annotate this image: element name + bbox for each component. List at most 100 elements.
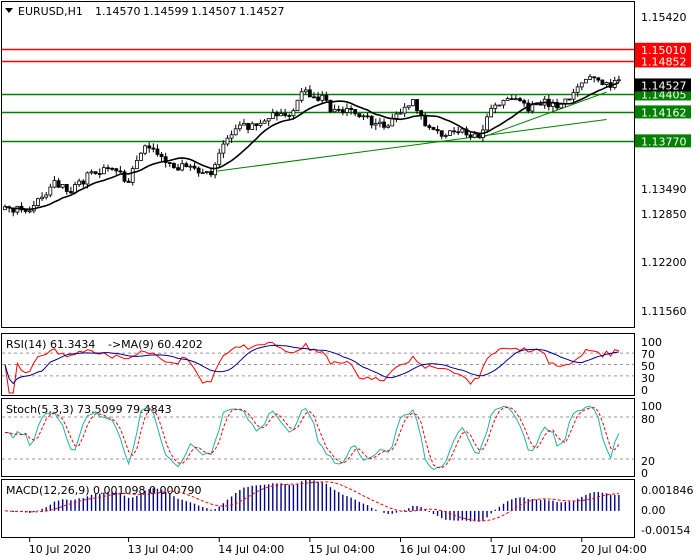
candle-body	[188, 165, 193, 168]
candle	[266, 118, 271, 127]
candle	[452, 126, 456, 135]
candle-body	[567, 98, 572, 101]
level-price-tag: 1.14162	[635, 105, 691, 119]
candle-body	[316, 96, 321, 101]
candle-body	[60, 184, 65, 188]
candle	[254, 123, 259, 131]
candle-body	[485, 116, 489, 131]
candle	[365, 112, 370, 119]
candle	[460, 128, 465, 134]
candle-body	[270, 112, 275, 120]
candle	[497, 104, 502, 107]
candle	[225, 135, 230, 147]
candle-body	[307, 89, 312, 98]
candle-body	[204, 171, 209, 174]
candle-body	[373, 123, 378, 126]
candle-body	[386, 125, 391, 128]
trendline	[210, 118, 607, 173]
candle	[143, 144, 147, 156]
stoch-layer	[2, 405, 634, 471]
candle-body	[464, 128, 469, 136]
candle	[616, 75, 621, 83]
candle	[167, 162, 172, 167]
candle	[588, 74, 592, 80]
y-tick: 1.13490	[641, 183, 687, 196]
candle	[130, 166, 135, 186]
stoch-title: Stoch(5,3,3) 73.5099 79.4843	[6, 403, 172, 416]
y-tick: 1.11560	[641, 305, 687, 318]
candle-body	[431, 127, 436, 130]
candle-body	[600, 79, 605, 85]
candle-body	[324, 94, 329, 101]
candle	[324, 91, 329, 103]
price-title: EURUSD,H1 1.14570 1.14599 1.14507 1.1452…	[5, 5, 285, 18]
candle	[303, 86, 308, 95]
candle-body	[155, 148, 160, 155]
candle	[489, 104, 494, 118]
candle	[493, 102, 498, 114]
candle-body	[209, 171, 213, 176]
rsi-tick: 0	[641, 384, 648, 397]
candle	[200, 168, 205, 175]
candle-body	[250, 123, 255, 130]
candle-body	[196, 167, 201, 174]
candle-body	[134, 160, 139, 170]
stoch-tick: 0	[641, 467, 648, 480]
candle-body	[390, 117, 395, 127]
candle	[443, 133, 448, 139]
rsi-axis: 100 70 50 30 0	[641, 336, 662, 397]
candle-body	[439, 130, 444, 137]
candle	[468, 131, 473, 141]
macd-layer	[4, 479, 620, 522]
moving-average-layer	[4, 81, 620, 211]
x-tick-label: 16 Jul 04:00	[400, 543, 466, 556]
candle	[69, 186, 73, 195]
candle	[237, 121, 242, 132]
candle	[204, 170, 209, 175]
candle-body	[85, 172, 90, 185]
candle-body	[139, 152, 143, 161]
candle-body	[505, 98, 510, 101]
candle-body	[192, 165, 197, 169]
candle	[571, 88, 576, 102]
candle	[139, 152, 143, 161]
stoch-panel-frame	[1, 398, 635, 477]
candle-body	[575, 86, 580, 93]
candle	[448, 130, 452, 136]
candle	[147, 142, 152, 153]
rsi-layer	[2, 341, 634, 394]
macd-tick: 0.00	[641, 504, 666, 517]
candle-body	[233, 128, 238, 136]
candle-body	[555, 102, 559, 109]
candle	[172, 162, 176, 170]
price-tag-bg	[635, 105, 691, 119]
candle	[184, 161, 189, 168]
candle	[213, 162, 218, 179]
candle-body	[221, 143, 226, 154]
candle-body	[101, 167, 106, 175]
candle-body	[126, 180, 131, 183]
stoch-k-line	[4, 405, 620, 471]
candle	[345, 103, 349, 116]
candle-body	[435, 129, 440, 132]
candle	[410, 99, 415, 107]
candle-body	[460, 128, 465, 133]
candle	[159, 152, 164, 162]
candle-body	[452, 130, 456, 133]
candle	[44, 191, 49, 200]
ohlc-open: 1.14570	[95, 5, 141, 18]
candle-body	[213, 164, 218, 176]
candle	[386, 123, 391, 129]
macd-tick: 0.001846	[641, 484, 694, 497]
candle-body	[93, 171, 98, 174]
candle-body	[246, 122, 250, 130]
rsi-tick: 70	[641, 348, 655, 361]
y-tick: 1.15420	[641, 11, 687, 24]
ohlc-high: 1.14599	[143, 5, 189, 18]
candle-body	[172, 162, 176, 169]
rsi-tick: 50	[641, 360, 655, 373]
x-tick-label: 17 Jul 04:00	[490, 543, 556, 556]
candle-body	[353, 109, 358, 115]
candle	[439, 130, 444, 140]
candle	[246, 122, 250, 134]
